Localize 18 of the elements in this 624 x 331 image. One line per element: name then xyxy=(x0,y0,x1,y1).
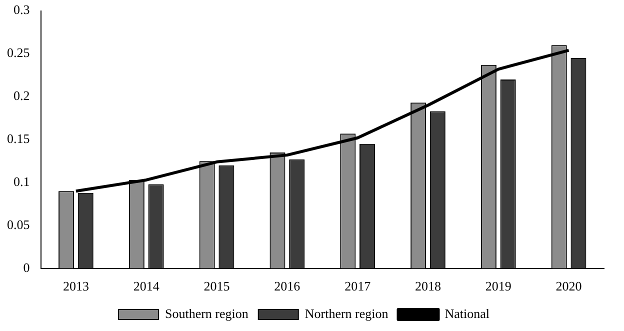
y-tick-label: 0.15 xyxy=(7,131,30,146)
x-tick-label: 2014 xyxy=(133,278,160,294)
x-tick-label: 2018 xyxy=(414,278,441,294)
y-tick-label: 0.25 xyxy=(7,45,30,60)
x-tick-label: 2019 xyxy=(485,278,512,294)
x-tick-label: 2020 xyxy=(556,278,582,294)
y-tick-label: 0.2 xyxy=(14,88,30,104)
y-tick-label: 0.1 xyxy=(14,174,30,189)
y-tick-label: 0 xyxy=(23,260,30,275)
x-tick-label: 2016 xyxy=(274,278,301,294)
x-tick-label: 2015 xyxy=(204,278,230,294)
legend-label: Southern region xyxy=(164,306,249,321)
legend-label: National xyxy=(444,306,490,321)
x-tick-label: 2017 xyxy=(344,278,372,294)
x-tick-label: 2013 xyxy=(62,278,89,294)
legend-label: Northern region xyxy=(304,306,389,321)
y-tick-label: 0.05 xyxy=(7,216,30,232)
y-tick-label: 0.3 xyxy=(14,2,30,18)
